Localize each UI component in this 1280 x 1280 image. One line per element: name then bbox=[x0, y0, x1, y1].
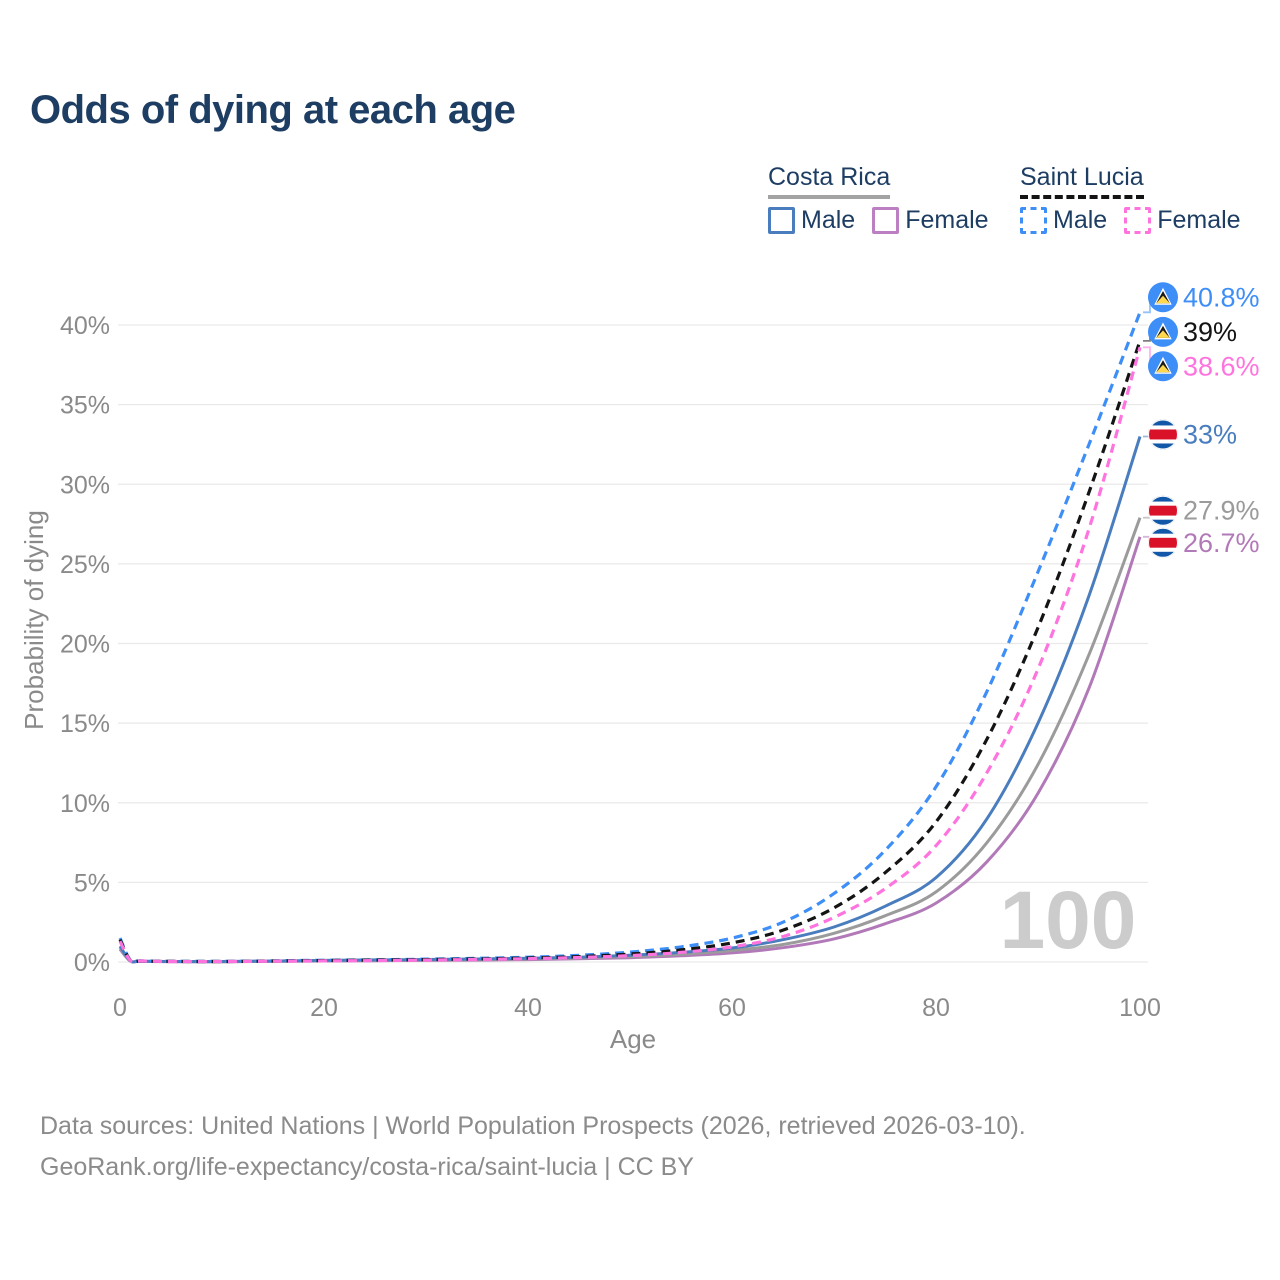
end-label-sl-female: 38.6% bbox=[1183, 351, 1260, 381]
y-axis-tick-label: 35% bbox=[60, 392, 110, 420]
x-axis-tick-label: 20 bbox=[310, 994, 338, 1022]
end-label-sl-total: 39% bbox=[1183, 317, 1237, 347]
end-label-sl-male: 40.8% bbox=[1183, 282, 1260, 312]
costa-rica-flag-icon bbox=[1148, 419, 1178, 450]
legend-item-sl-female[interactable]: Female bbox=[1124, 206, 1241, 235]
saint-lucia-flag-icon bbox=[1148, 282, 1178, 313]
sl-male-swatch-icon bbox=[1020, 207, 1047, 234]
legend-item-cr-female[interactable]: Female bbox=[872, 206, 989, 235]
y-axis-tick-label: 5% bbox=[74, 869, 110, 897]
series-line-sl-total[interactable] bbox=[118, 340, 1142, 964]
costa-rica-flag-icon bbox=[1148, 527, 1178, 558]
legend-item-label: Female bbox=[1157, 206, 1241, 234]
costa-rica-flag-icon bbox=[1148, 495, 1178, 526]
series-line-cr-female[interactable] bbox=[118, 536, 1142, 964]
legend: Costa Rica Male Female Saint Lucia Male … bbox=[0, 163, 1280, 243]
watermark: 100 bbox=[1000, 875, 1137, 966]
cr-female-swatch-icon bbox=[872, 207, 900, 234]
legend-item-label: Male bbox=[1053, 206, 1108, 234]
legend-country-costa-rica[interactable]: Costa Rica bbox=[768, 163, 891, 199]
cr-male-swatch-icon bbox=[768, 207, 795, 234]
legend-group-saint-lucia: Saint Lucia Male Female bbox=[1020, 163, 1258, 235]
x-axis-tick-label: 80 bbox=[922, 994, 950, 1022]
saint-lucia-flag-icon bbox=[1148, 351, 1178, 382]
sl-female-swatch-icon bbox=[1124, 207, 1152, 234]
y-axis-tick-label: 15% bbox=[60, 710, 110, 738]
x-axis-tick-label: 100 bbox=[1119, 994, 1161, 1022]
y-axis-tick-label: 20% bbox=[60, 631, 110, 659]
series-line-cr-male[interactable] bbox=[118, 436, 1142, 964]
y-axis-tick-label: 25% bbox=[60, 551, 110, 579]
series-line-sl-male[interactable] bbox=[118, 311, 1142, 964]
y-axis-tick-label: 0% bbox=[74, 949, 110, 977]
y-axis-tick-label: 40% bbox=[60, 312, 110, 340]
y-axis-tick-label: 30% bbox=[60, 471, 110, 499]
x-axis-title: Age bbox=[610, 1024, 656, 1054]
end-label-cr-male: 33% bbox=[1183, 419, 1237, 449]
legend-item-label: Male bbox=[801, 206, 856, 234]
footer: Data sources: United Nations | World Pop… bbox=[40, 1106, 1026, 1188]
legend-country-saint-lucia[interactable]: Saint Lucia bbox=[1020, 163, 1144, 199]
legend-item-label: Female bbox=[905, 206, 989, 234]
page-title: Odds of dying at each age bbox=[30, 88, 516, 132]
y-axis-tick-label: 10% bbox=[60, 790, 110, 818]
series-line-sl-female[interactable] bbox=[118, 346, 1142, 964]
footer-sources: Data sources: United Nations | World Pop… bbox=[40, 1112, 1026, 1140]
end-label-cr-female: 26.7% bbox=[1183, 528, 1260, 558]
saint-lucia-flag-icon bbox=[1148, 316, 1178, 347]
legend-group-costa-rica: Costa Rica Male Female bbox=[768, 163, 1006, 235]
legend-item-cr-male[interactable]: Male bbox=[768, 206, 855, 235]
y-axis-title: Probability of dying bbox=[19, 510, 49, 730]
end-label-cr-total: 27.9% bbox=[1183, 496, 1260, 526]
x-axis-tick-label: 40 bbox=[514, 994, 542, 1022]
footer-attribution[interactable]: GeoRank.org/life-expectancy/costa-rica/s… bbox=[40, 1153, 694, 1181]
x-axis-tick-label: 0 bbox=[113, 994, 127, 1022]
x-axis-tick-label: 60 bbox=[718, 994, 746, 1022]
legend-item-sl-male[interactable]: Male bbox=[1020, 206, 1107, 235]
